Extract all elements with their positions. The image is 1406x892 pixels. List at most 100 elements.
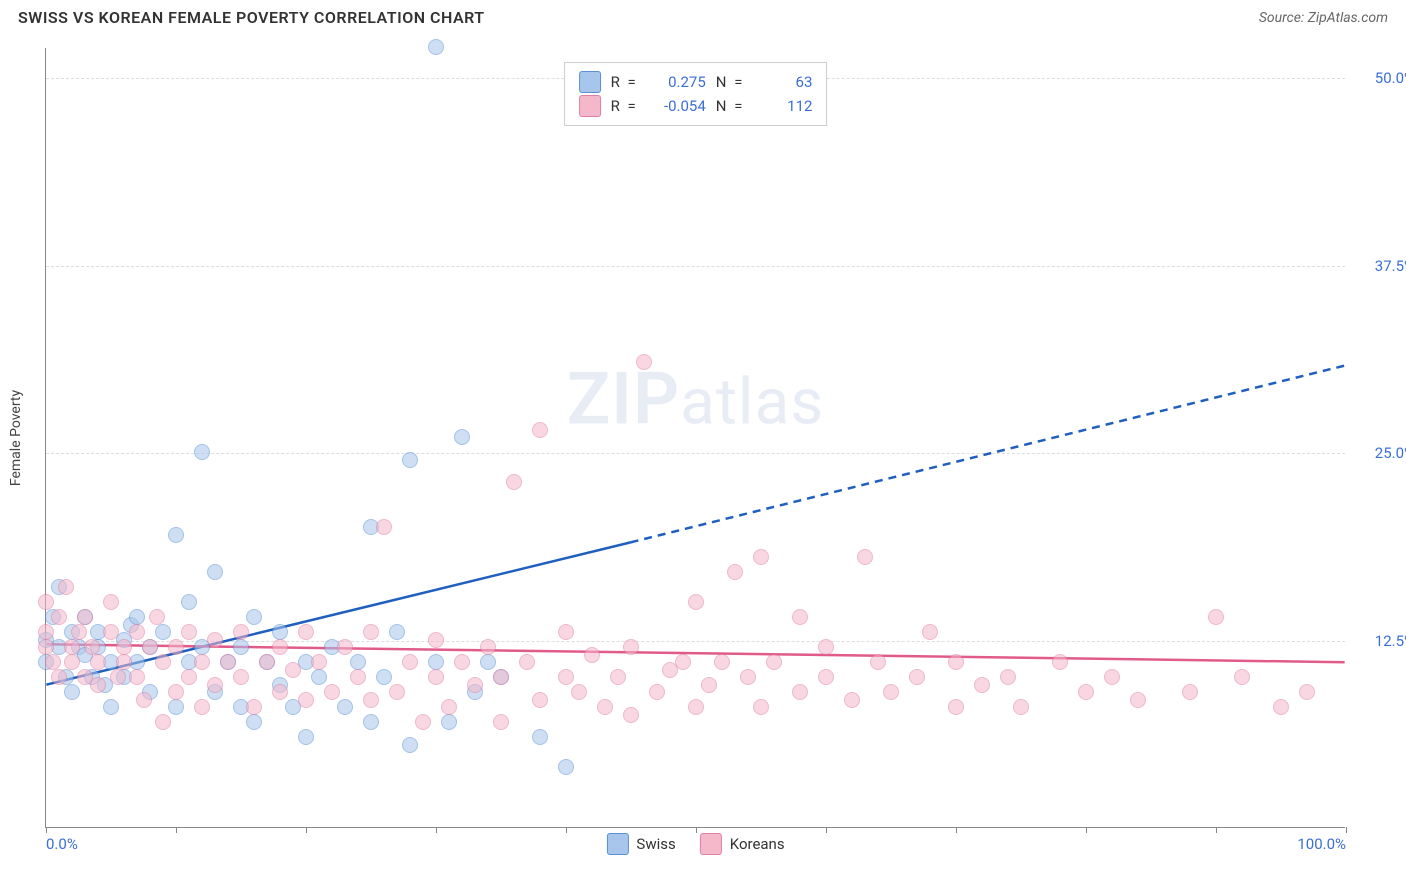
data-point bbox=[1273, 699, 1289, 715]
legend-row-swiss: R = 0.275 N = 63 bbox=[579, 71, 813, 93]
chart-title: SWISS VS KOREAN FEMALE POVERTY CORRELATI… bbox=[18, 8, 485, 27]
data-point bbox=[38, 594, 54, 610]
n-label: N = bbox=[716, 97, 745, 115]
data-point bbox=[337, 699, 353, 715]
legend-label-swiss: Swiss bbox=[636, 835, 675, 853]
legend-item-swiss: Swiss bbox=[606, 833, 675, 855]
data-point bbox=[792, 609, 808, 625]
data-point bbox=[688, 699, 704, 715]
data-point bbox=[454, 429, 470, 445]
data-point bbox=[71, 624, 87, 640]
legend-row-koreans: R = -0.054 N = 112 bbox=[579, 95, 813, 117]
data-point bbox=[77, 609, 93, 625]
data-point bbox=[740, 669, 756, 685]
data-point bbox=[948, 654, 964, 670]
r-label: R = bbox=[611, 97, 638, 115]
swatch-koreans bbox=[579, 95, 601, 117]
data-point bbox=[766, 654, 782, 670]
x-tick-label: 100.0% bbox=[1297, 835, 1346, 853]
data-point bbox=[493, 669, 509, 685]
data-point bbox=[194, 444, 210, 460]
data-point bbox=[116, 639, 132, 655]
data-point bbox=[155, 714, 171, 730]
data-point bbox=[103, 594, 119, 610]
data-point bbox=[298, 624, 314, 640]
data-point bbox=[207, 632, 223, 648]
data-point bbox=[571, 684, 587, 700]
data-point bbox=[246, 609, 262, 625]
data-point bbox=[532, 692, 548, 708]
y-tick-label: 12.5% bbox=[1355, 632, 1406, 650]
data-point bbox=[324, 684, 340, 700]
data-point bbox=[870, 654, 886, 670]
data-point bbox=[129, 624, 145, 640]
data-point bbox=[454, 654, 470, 670]
data-point bbox=[51, 669, 67, 685]
swatch-koreans-bottom bbox=[700, 833, 722, 855]
data-point bbox=[818, 669, 834, 685]
data-point bbox=[149, 609, 165, 625]
data-point bbox=[233, 624, 249, 640]
data-point bbox=[623, 707, 639, 723]
n-label: N = bbox=[716, 73, 745, 91]
data-point bbox=[298, 692, 314, 708]
series-legend: Swiss Koreans bbox=[606, 833, 784, 855]
data-point bbox=[818, 639, 834, 655]
data-point bbox=[714, 654, 730, 670]
data-point bbox=[233, 639, 249, 655]
data-point bbox=[1000, 669, 1016, 685]
data-point bbox=[84, 639, 100, 655]
y-axis-label: Female Poverty bbox=[8, 389, 24, 485]
data-point bbox=[155, 624, 171, 640]
data-point bbox=[363, 692, 379, 708]
data-point bbox=[389, 624, 405, 640]
data-point bbox=[168, 699, 184, 715]
data-point bbox=[701, 677, 717, 693]
data-point bbox=[311, 669, 327, 685]
data-point bbox=[1013, 699, 1029, 715]
y-tick-label: 37.5% bbox=[1355, 257, 1406, 275]
data-point bbox=[909, 669, 925, 685]
data-point bbox=[753, 549, 769, 565]
data-point bbox=[350, 669, 366, 685]
data-point bbox=[883, 684, 899, 700]
data-point bbox=[1208, 609, 1224, 625]
data-point bbox=[480, 654, 496, 670]
data-point bbox=[38, 624, 54, 640]
data-point bbox=[363, 714, 379, 730]
data-point bbox=[285, 662, 301, 678]
data-point bbox=[519, 654, 535, 670]
data-point bbox=[610, 669, 626, 685]
r-value-swiss: 0.275 bbox=[648, 73, 706, 91]
data-point bbox=[532, 729, 548, 745]
data-point bbox=[168, 684, 184, 700]
data-point bbox=[136, 692, 152, 708]
swatch-swiss bbox=[579, 71, 601, 93]
data-point bbox=[298, 729, 314, 745]
data-point bbox=[103, 624, 119, 640]
data-point bbox=[246, 699, 262, 715]
data-point bbox=[220, 654, 236, 670]
chart-header: SWISS VS KOREAN FEMALE POVERTY CORRELATI… bbox=[0, 0, 1406, 33]
data-point bbox=[51, 609, 67, 625]
data-point bbox=[168, 527, 184, 543]
data-point bbox=[155, 654, 171, 670]
data-point bbox=[558, 624, 574, 640]
data-point bbox=[1234, 669, 1250, 685]
data-point bbox=[110, 669, 126, 685]
data-point bbox=[493, 714, 509, 730]
data-point bbox=[64, 654, 80, 670]
data-point bbox=[38, 639, 54, 655]
data-point bbox=[584, 647, 600, 663]
data-point bbox=[272, 624, 288, 640]
data-point bbox=[376, 519, 392, 535]
data-point bbox=[558, 669, 574, 685]
data-point bbox=[259, 654, 275, 670]
data-point bbox=[974, 677, 990, 693]
data-point bbox=[441, 699, 457, 715]
data-point bbox=[168, 639, 184, 655]
data-point bbox=[428, 669, 444, 685]
source-attribution: Source: ZipAtlas.com bbox=[1259, 10, 1388, 26]
data-point bbox=[129, 609, 145, 625]
data-point bbox=[480, 639, 496, 655]
